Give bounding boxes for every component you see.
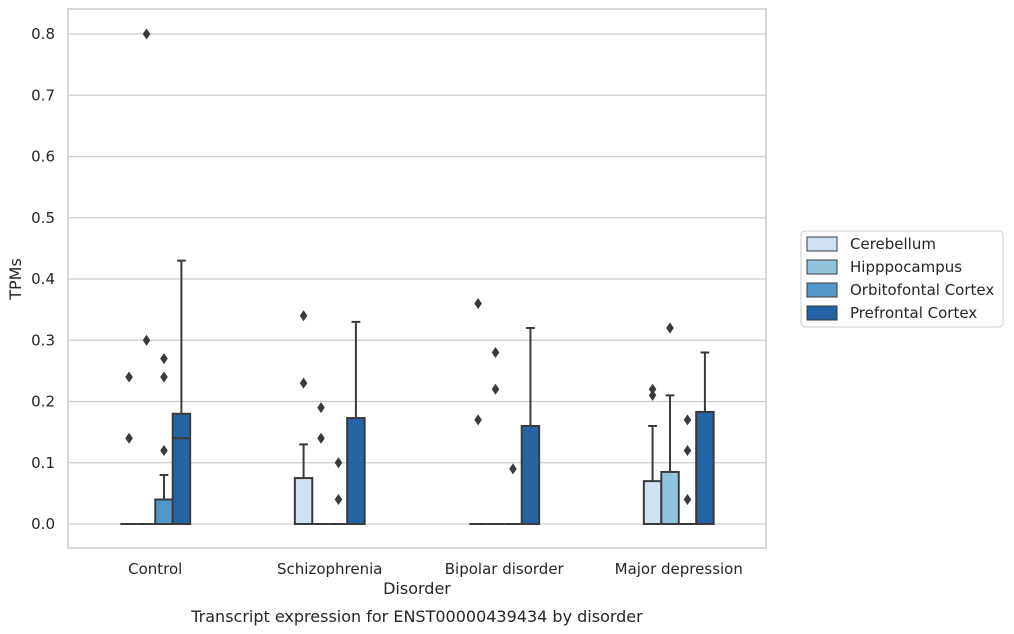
y-tick-label: 0.8: [31, 25, 55, 43]
box-cerebellum: [642, 383, 663, 525]
legend-label: Cerebellum: [850, 235, 936, 253]
box-hipppocampus: [486, 347, 505, 525]
outlier-point: [317, 402, 325, 414]
outlier-point: [160, 371, 168, 383]
box-cerebellum: [469, 298, 487, 525]
x-tick-label: Control: [128, 560, 182, 578]
box: [171, 412, 192, 525]
y-tick-label: 0.6: [31, 148, 55, 166]
box: [293, 477, 314, 525]
outlier-point: [125, 432, 133, 444]
legend-swatch: [806, 282, 838, 298]
y-tick-label: 0.3: [31, 331, 55, 349]
outlier-point: [648, 383, 657, 395]
outlier-point: [299, 310, 308, 322]
box-cerebellum: [293, 310, 314, 525]
legend-frame: [800, 230, 1004, 328]
chart-caption: Transcript expression for ENST0000043943…: [190, 607, 643, 626]
outlier-point: [299, 377, 308, 389]
outlier-point: [683, 494, 692, 505]
outlier-point: [142, 334, 151, 346]
y-tick-label: 0.7: [31, 86, 55, 104]
outlier-point: [125, 371, 133, 383]
y-axis-ticks: 0.0 0.1 0.2 0.3 0.4 0.5 0.6 0.7 0.8: [31, 25, 55, 533]
box-prefrontal-cortex: [171, 259, 192, 525]
outlier-point: [648, 389, 657, 401]
legend-label: Hipppocampus: [850, 258, 962, 276]
box-hipppocampus: [660, 322, 680, 525]
box-hipppocampus: [137, 28, 156, 525]
outlier-point: [160, 445, 168, 456]
box: [660, 470, 680, 525]
outlier-point: [474, 414, 482, 426]
box: [642, 480, 663, 525]
x-tick-label: Major depression: [615, 560, 743, 578]
outlier-point: [334, 457, 343, 469]
y-tick-label: 0.0: [31, 515, 55, 533]
box-cerebellum: [120, 371, 138, 525]
legend-swatch: [806, 305, 838, 321]
x-axis-ticks: Control Schizophrenia Bipolar disorder Majo…: [128, 560, 743, 578]
box-prefrontal-cortex: [346, 320, 366, 526]
box-orbitofontal-cortex: [154, 353, 174, 525]
y-tick-label: 0.4: [31, 270, 55, 288]
box: [346, 417, 366, 526]
y-tick-label: 0.1: [31, 454, 55, 472]
outlier-point: [474, 298, 482, 309]
legend-label: Orbitofontal Cortex: [850, 281, 994, 299]
y-tick-label: 0.2: [31, 393, 55, 411]
box: [520, 425, 541, 525]
outlier-point: [491, 347, 500, 358]
box-orbitofontal-cortex: [329, 457, 348, 525]
outlier-point: [683, 445, 692, 456]
box-orbitofontal-cortex: [504, 463, 522, 525]
box: [154, 498, 174, 525]
outlier-point: [666, 322, 674, 334]
legend-label: Prefrontal Cortex: [850, 304, 977, 322]
box-hipppocampus: [312, 402, 330, 525]
outlier-point: [142, 28, 151, 40]
box: [695, 410, 715, 526]
outlier-point: [160, 353, 168, 365]
legend-items: Cerebellum Hipppocampus Orbitofontal Corte…: [806, 235, 994, 322]
y-axis-label: TPMs: [6, 258, 25, 301]
box-prefrontal-cortex: [520, 327, 541, 525]
x-tick-label: Schizophrenia: [277, 560, 382, 578]
outlier-point: [491, 383, 500, 395]
box-prefrontal-cortex: [695, 351, 715, 526]
y-tick-label: 0.5: [31, 209, 55, 227]
legend: Cerebellum Hipppocampus Orbitofontal Corte…: [800, 230, 1004, 328]
box-orbitofontal-cortex: [678, 414, 697, 525]
legend-swatch: [806, 259, 838, 275]
outlier-point: [509, 463, 517, 475]
outlier-point: [317, 432, 325, 444]
boxes: [120, 28, 715, 526]
x-tick-label: Bipolar disorder: [445, 560, 565, 578]
plot-frame: [67, 8, 767, 549]
outlier-point: [334, 494, 343, 505]
outlier-point: [683, 414, 692, 426]
x-axis-label: Disorder: [383, 579, 451, 598]
legend-swatch: [806, 236, 838, 252]
